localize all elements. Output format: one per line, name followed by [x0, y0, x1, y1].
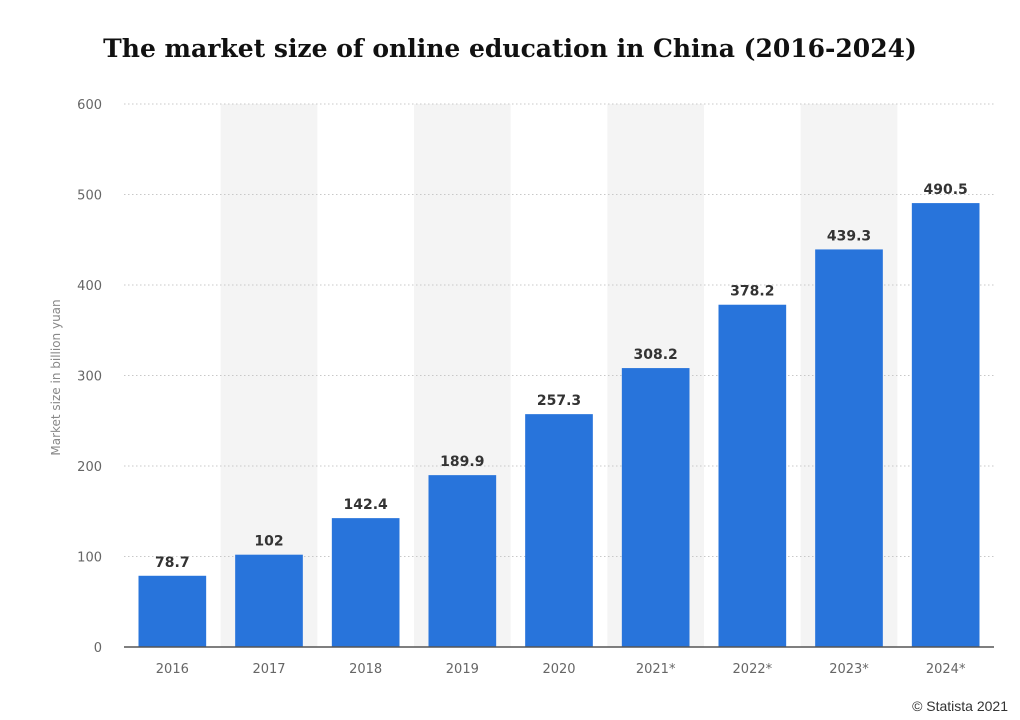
value-label: 490.5 — [924, 182, 968, 198]
value-label: 189.9 — [440, 454, 484, 470]
x-axis-ticks: 2016 2017 2018 2019 2020 2021* 2022* 2023* 2024* — [156, 662, 966, 677]
y-tick-label: 200 — [77, 460, 102, 475]
bar — [235, 554, 303, 647]
y-tick-label: 500 — [77, 189, 102, 204]
y-tick-label: 100 — [77, 551, 102, 566]
x-tick-label: 2017 — [252, 662, 285, 677]
bar — [815, 249, 883, 647]
bar — [525, 414, 593, 647]
value-label: 78.7 — [155, 555, 190, 571]
value-label: 378.2 — [730, 284, 774, 300]
value-label: 308.2 — [634, 347, 678, 363]
bar — [621, 368, 690, 647]
x-tick-label: 2018 — [349, 662, 382, 677]
x-tick-label: 2022* — [733, 662, 773, 677]
value-label: 102 — [254, 534, 283, 550]
y-tick-label: 0 — [94, 641, 102, 656]
bar — [911, 203, 980, 647]
bar — [718, 304, 787, 647]
y-axis-label: Market size in billion yuan — [49, 299, 63, 455]
bar — [331, 518, 400, 647]
x-tick-label: 2024* — [926, 662, 966, 677]
bar — [138, 575, 207, 647]
x-tick-label: 2021* — [636, 662, 676, 677]
chart-title: The market size of online education in C… — [103, 34, 917, 63]
value-label: 142.4 — [344, 497, 389, 513]
source-credit: © Statista 2021 — [912, 698, 1008, 714]
x-tick-label: 2019 — [446, 662, 479, 677]
y-axis-ticks: 0 100 200 300 400 500 600 — [77, 98, 102, 656]
x-tick-label: 2016 — [156, 662, 189, 677]
x-tick-label: 2023* — [829, 662, 869, 677]
y-tick-label: 300 — [77, 370, 102, 385]
value-labels: 78.7 102 142.4 189.9 257.3 308.2 378.2 439.3 490… — [155, 182, 968, 571]
y-tick-label: 400 — [77, 279, 102, 294]
value-label: 257.3 — [537, 393, 581, 409]
bar — [428, 475, 497, 647]
value-label: 439.3 — [827, 228, 871, 244]
y-tick-label: 600 — [77, 98, 102, 113]
bars — [138, 203, 980, 647]
x-tick-label: 2020 — [542, 662, 575, 677]
